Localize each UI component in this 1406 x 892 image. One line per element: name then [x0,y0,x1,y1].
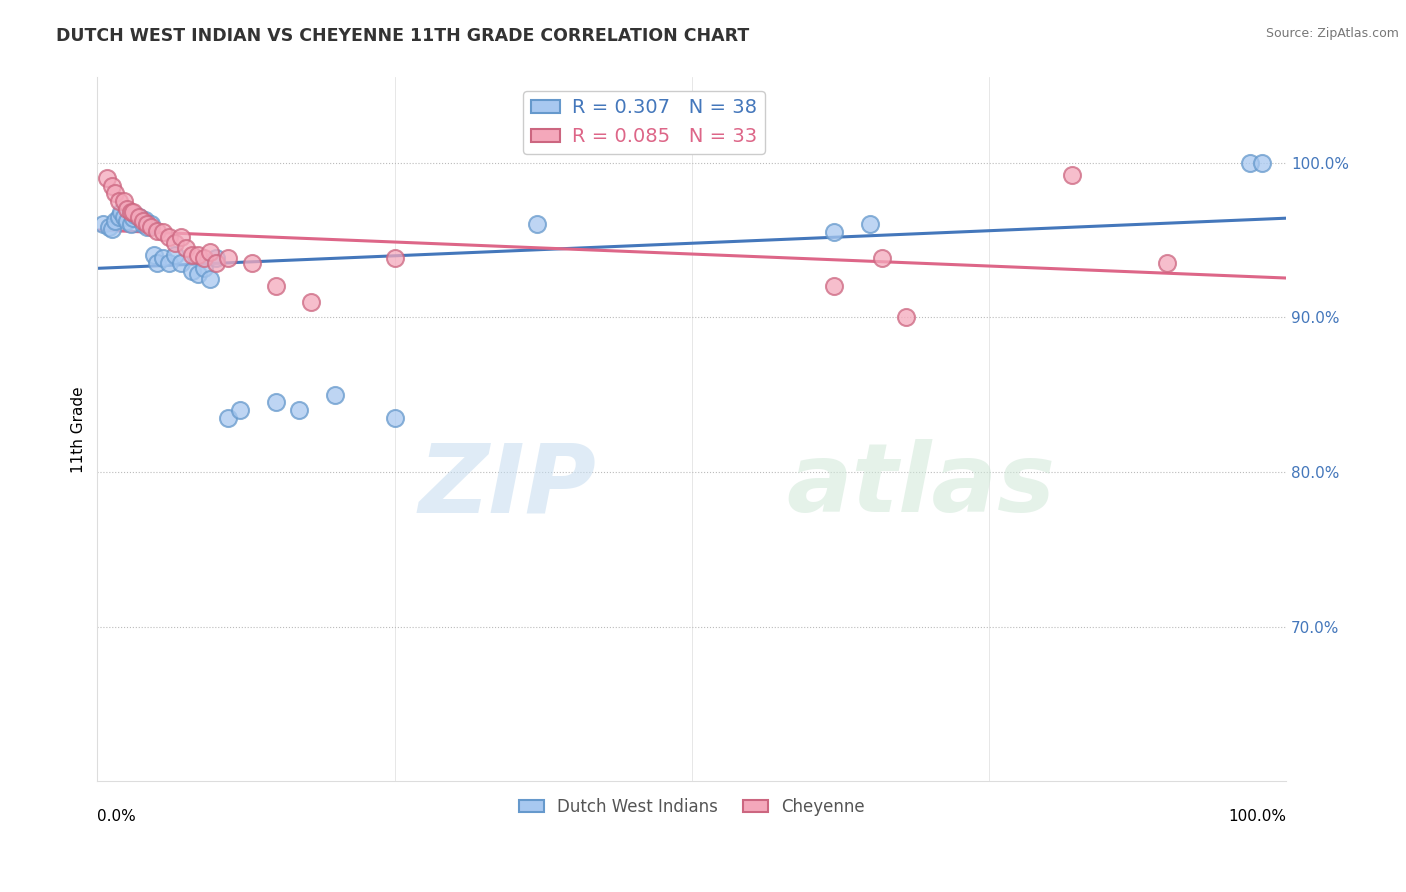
Point [146,224,169,238]
Point [128,210,150,224]
Point [264,279,287,293]
Point [139,220,162,235]
Point [1239,155,1261,169]
Point [107,210,129,224]
Point [193,252,215,266]
Text: 0.0%: 0.0% [97,809,136,824]
Point [169,256,191,270]
Point [136,220,159,235]
Point [157,256,180,270]
Text: DUTCH WEST INDIAN VS CHEYENNE 11TH GRADE CORRELATION CHART: DUTCH WEST INDIAN VS CHEYENNE 11TH GRADE… [56,27,749,45]
Point [205,256,228,270]
Point [264,395,287,409]
Point [131,218,153,232]
Text: atlas: atlas [787,439,1056,533]
Point [98,220,121,235]
Point [823,225,845,239]
Point [870,252,893,266]
Point [124,208,146,222]
Point [152,225,174,239]
Point [181,264,204,278]
Point [163,248,186,262]
Point [1060,168,1083,182]
Point [384,252,406,266]
Point [120,205,142,219]
Text: 100.0%: 100.0% [1227,809,1286,824]
Point [91,218,114,232]
Point [217,252,239,266]
Point [110,205,132,219]
Point [128,210,150,224]
Point [139,218,162,232]
Point [146,256,169,270]
Point [169,229,191,244]
Point [100,178,122,193]
Point [120,218,142,232]
Point [299,294,322,309]
Point [122,211,145,226]
Point [100,222,122,236]
Legend: Dutch West Indians, Cheyenne: Dutch West Indians, Cheyenne [512,791,872,822]
Point [104,214,127,228]
Point [1251,155,1274,169]
Point [205,252,228,266]
Point [176,241,198,255]
Point [136,218,159,232]
Point [217,410,239,425]
Point [122,205,145,219]
Point [115,202,138,216]
Point [187,267,209,281]
Point [112,194,135,209]
Text: ZIP: ZIP [419,439,596,533]
Text: Source: ZipAtlas.com: Source: ZipAtlas.com [1265,27,1399,40]
Point [163,235,186,250]
Point [526,218,548,232]
Point [143,248,166,262]
Point [107,194,129,209]
Point [384,410,406,425]
Point [200,245,222,260]
Point [240,256,263,270]
Point [96,171,118,186]
Point [152,252,174,266]
Point [288,403,311,417]
Point [323,387,346,401]
Point [894,310,917,325]
Point [823,279,845,293]
Point [859,218,882,232]
Point [104,186,127,201]
Point [181,248,204,262]
Point [200,271,222,285]
Point [229,403,252,417]
Point [187,248,209,262]
Point [157,229,180,244]
Point [112,210,135,224]
Point [115,214,138,228]
Point [134,212,156,227]
Point [1156,256,1178,270]
Point [131,214,153,228]
Y-axis label: 11th Grade: 11th Grade [72,386,86,473]
Point [193,260,215,275]
